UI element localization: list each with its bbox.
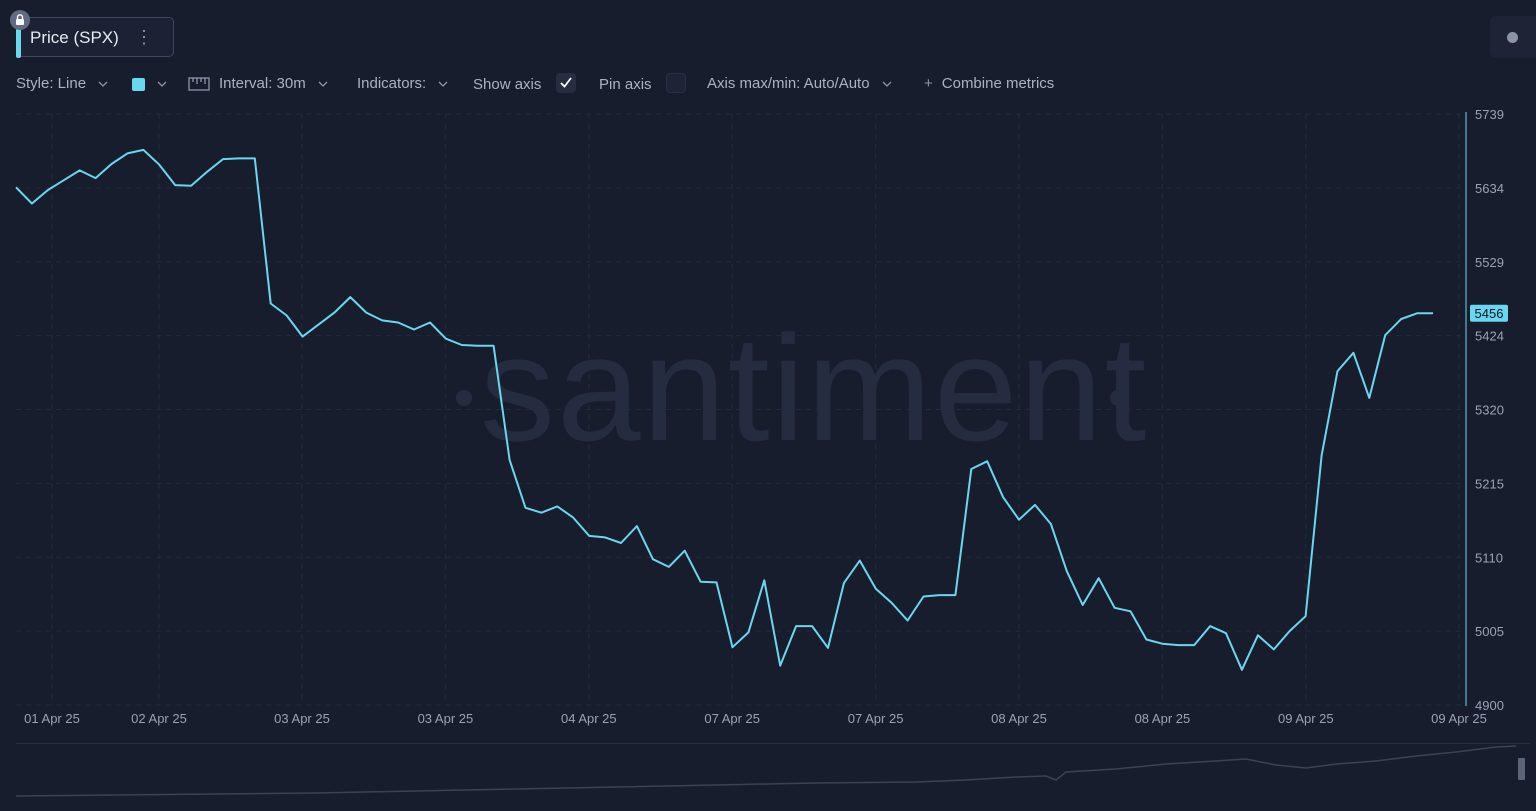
y-tick-label: 5529	[1475, 255, 1504, 270]
axis-maxmin-dropdown[interactable]: Axis max/min: Auto/Auto	[707, 75, 892, 92]
x-tick-label: 09 Apr 25	[1431, 711, 1487, 726]
x-tick-label: 07 Apr 25	[704, 711, 760, 726]
y-tick-label: 5320	[1475, 403, 1504, 418]
metric-title: Price (SPX)	[30, 28, 119, 47]
chevron-down-icon	[157, 81, 167, 87]
show-axis-label: Show axis	[473, 75, 542, 93]
style-dropdown[interactable]: Style: Line	[16, 75, 108, 92]
settings-toggle-button[interactable]	[1490, 16, 1536, 58]
x-tick-label: 04 Apr 25	[561, 711, 617, 726]
color-picker[interactable]	[132, 75, 167, 92]
y-tick-label: 5215	[1475, 476, 1504, 491]
line-color-swatch	[132, 77, 145, 91]
chevron-down-icon	[438, 81, 448, 87]
chart-toolbar: Style: Line Interval: 30m Indicators: Sh…	[16, 72, 1116, 96]
style-label: Style: Line	[16, 75, 87, 92]
lock-icon[interactable]	[10, 10, 30, 30]
y-tick-label: 5424	[1475, 329, 1504, 344]
y-tick-label: 5005	[1475, 624, 1504, 639]
watermark: santiment	[480, 304, 1148, 472]
pin-axis-label: Pin axis	[599, 75, 652, 93]
indicators-label: Indicators:	[357, 75, 427, 92]
chevron-down-icon	[98, 81, 108, 87]
x-tick-label: 08 Apr 25	[991, 711, 1047, 726]
pin-axis-toggle[interactable]: Pin axis	[599, 73, 686, 95]
more-options-icon[interactable]: ⋮	[135, 27, 153, 47]
x-tick-label: 03 Apr 25	[274, 711, 330, 726]
status-dot-icon	[1507, 32, 1518, 43]
navigator-svg	[15, 745, 1525, 797]
x-tick-label: 07 Apr 25	[848, 711, 904, 726]
chevron-down-icon	[882, 81, 892, 87]
plus-icon: +	[924, 75, 933, 92]
y-axis: 5739 5634 5529 5424 5320 5215 5110 5005 4900	[1475, 107, 1504, 713]
x-axis: 01 Apr 25 02 Apr 25 03 Apr 25 03 Apr 25 04 A…	[24, 711, 1487, 726]
chevron-down-icon	[318, 81, 328, 87]
y-tick-label: 4900	[1475, 698, 1504, 713]
navigator-line	[15, 745, 1517, 797]
combine-metrics-label: Combine metrics	[941, 75, 1055, 92]
y-tick-label: 5110	[1475, 550, 1503, 565]
x-tick-label: 09 Apr 25	[1278, 711, 1334, 726]
y-tick-label: 5739	[1475, 107, 1504, 122]
ruler-icon	[188, 77, 210, 91]
watermark-dot-left	[456, 390, 472, 406]
metric-chip[interactable]: Price (SPX) ⋮	[16, 17, 174, 58]
navigator-strip[interactable]	[15, 743, 1530, 802]
show-axis-checkbox[interactable]	[555, 73, 576, 93]
indicators-dropdown[interactable]: Indicators:	[357, 75, 448, 92]
pin-axis-checkbox[interactable]	[665, 73, 686, 93]
watermark-dot-right	[1110, 390, 1126, 406]
current-value-text: 5456	[1475, 306, 1504, 321]
combine-metrics-button[interactable]: + Combine metrics	[924, 75, 1054, 92]
x-tick-label: 08 Apr 25	[1135, 711, 1191, 726]
y-tick-label: 5634	[1475, 181, 1504, 196]
metric-color-accent	[16, 28, 21, 58]
current-value-label: 5456	[1470, 304, 1508, 322]
x-tick-label: 01 Apr 25	[24, 711, 80, 726]
interval-dropdown[interactable]: Interval: 30m	[188, 75, 328, 92]
show-axis-toggle[interactable]: Show axis	[473, 73, 576, 95]
navigator-handle[interactable]	[1518, 758, 1525, 780]
x-tick-label: 02 Apr 25	[131, 711, 187, 726]
x-tick-label: 03 Apr 25	[418, 711, 474, 726]
axis-maxmin-label: Axis max/min: Auto/Auto	[707, 75, 870, 92]
checkmark-icon	[559, 77, 572, 88]
price-series-line	[15, 148, 1433, 671]
interval-label: Interval: 30m	[219, 75, 306, 92]
